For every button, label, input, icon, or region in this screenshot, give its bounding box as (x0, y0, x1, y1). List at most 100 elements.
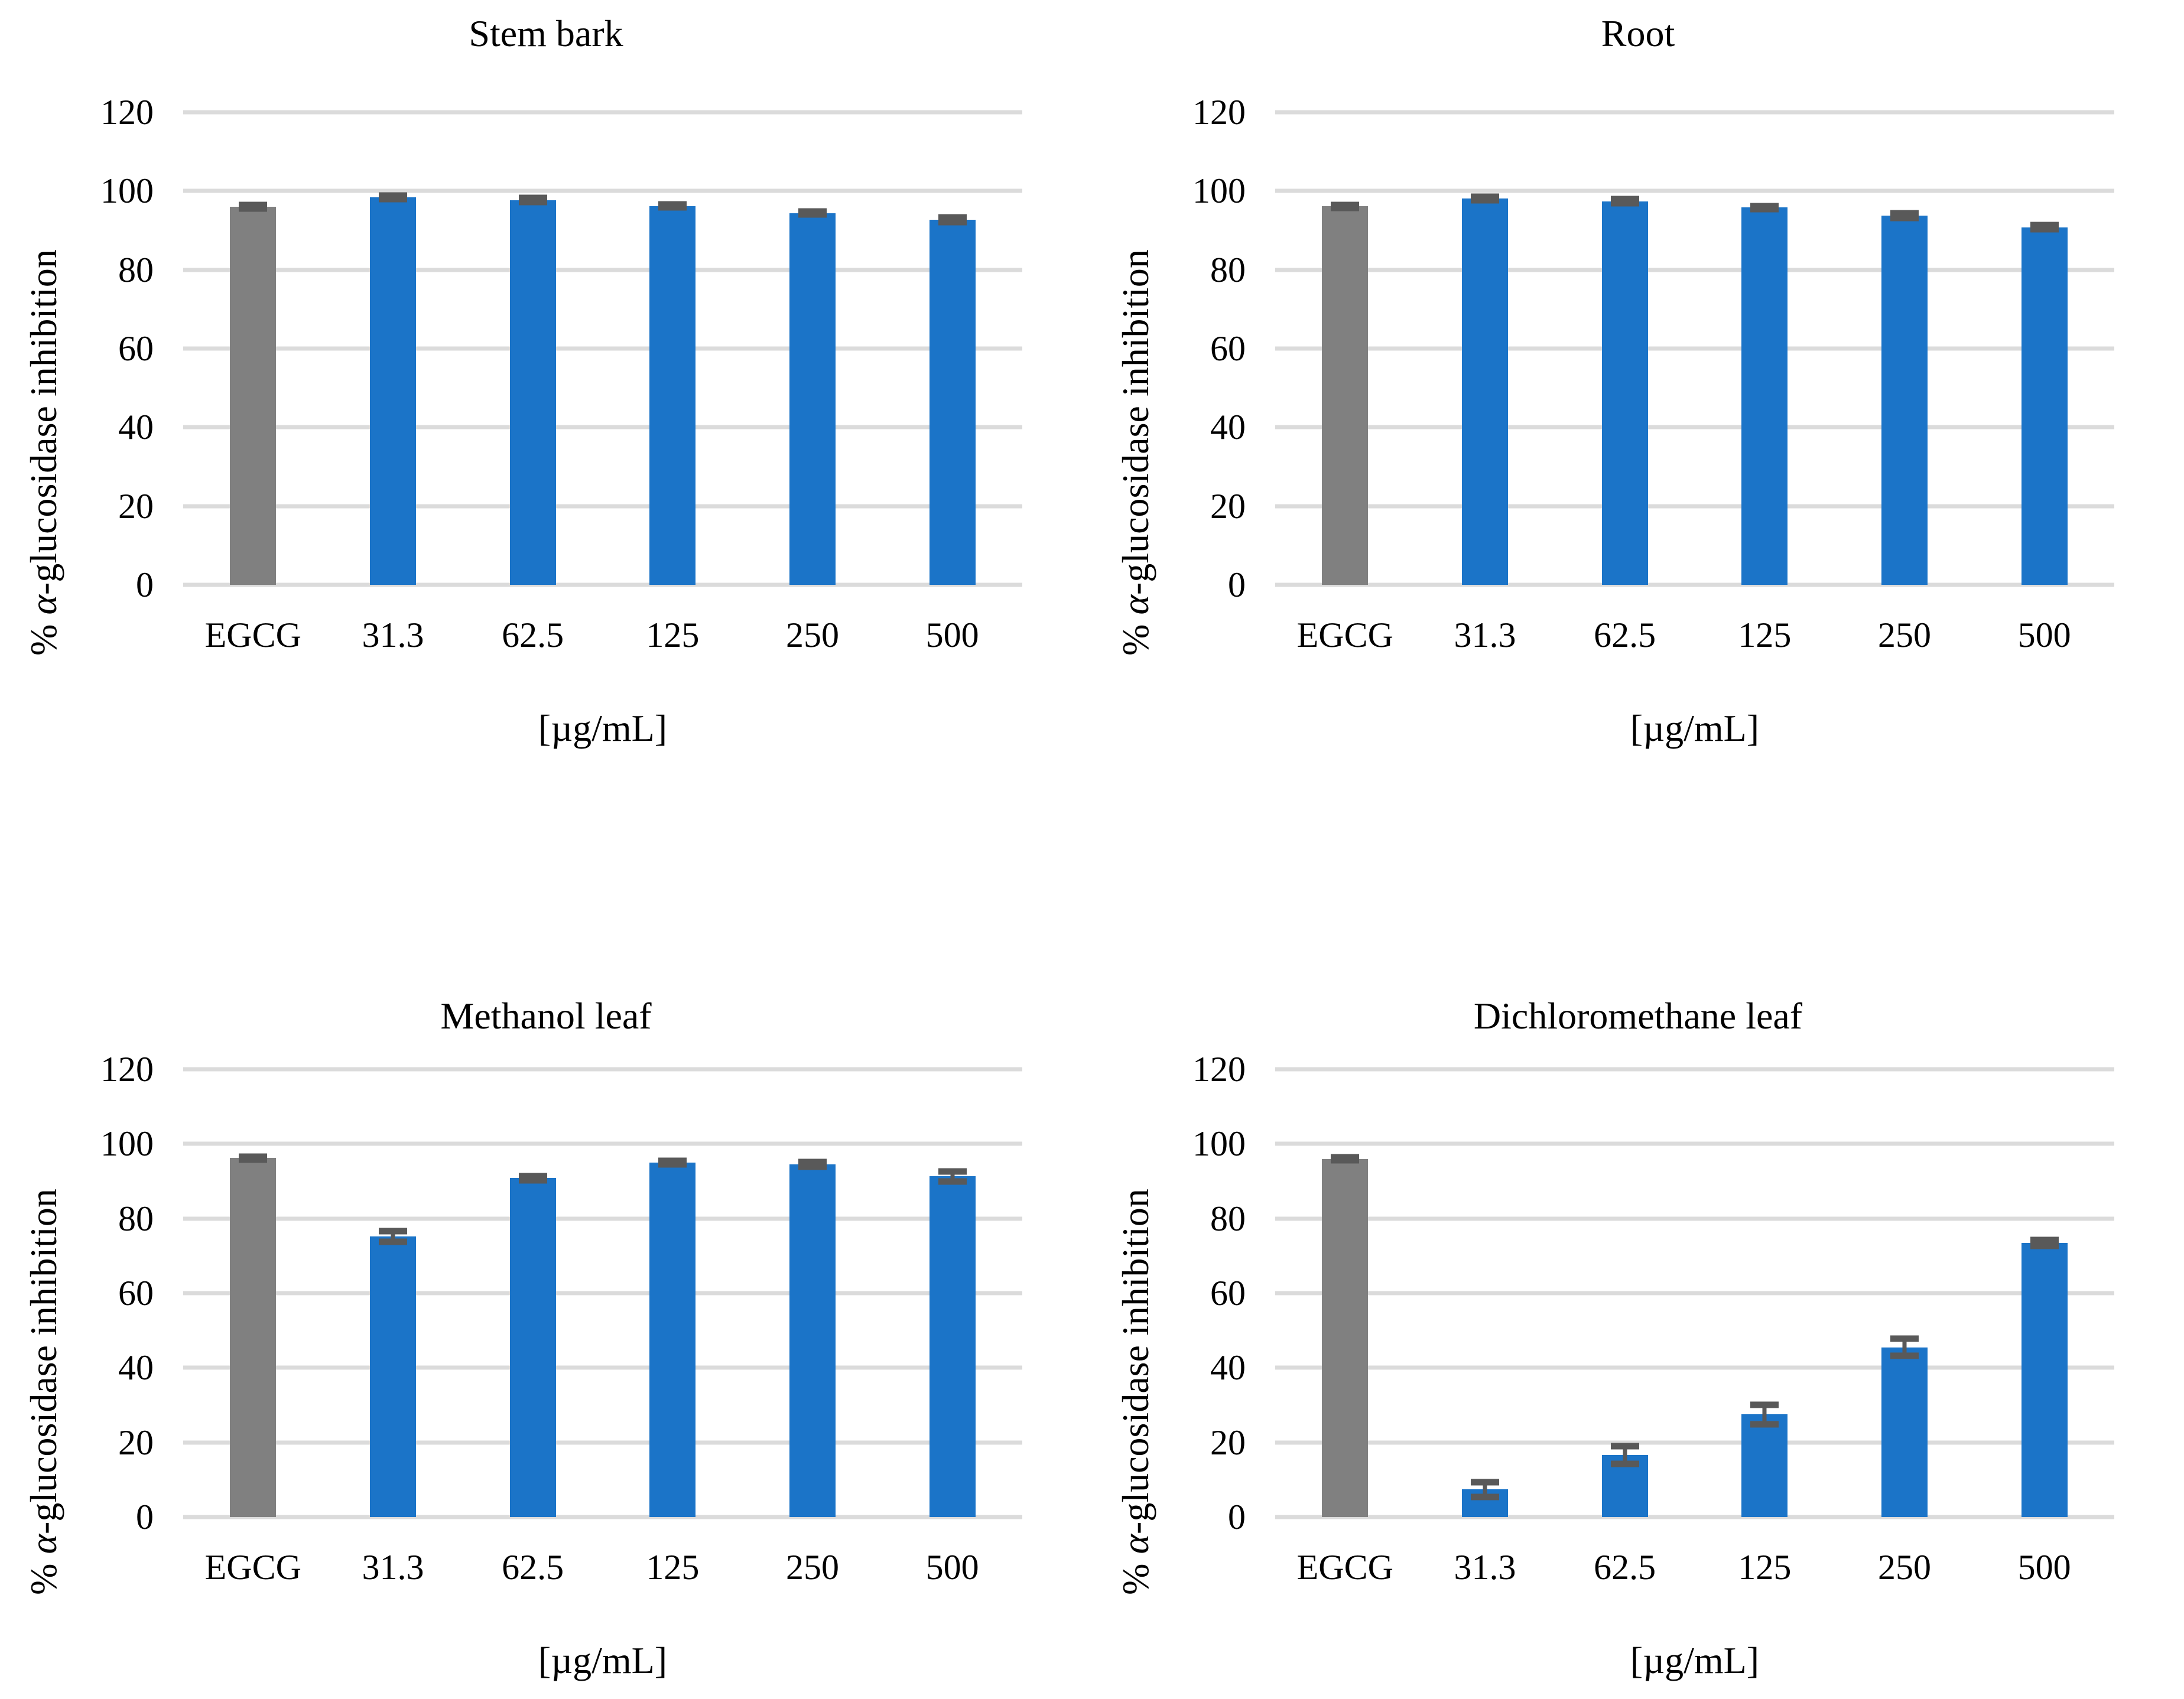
error-bar-cap-top-125 (1750, 1401, 1779, 1408)
y-tick-label-0: 0 (1228, 565, 1246, 604)
bar-125 (1741, 1414, 1788, 1517)
y-tick-label-0: 0 (136, 565, 154, 604)
category-slot-31.3: 31.3 (323, 112, 463, 655)
gridline-y100 (1275, 1141, 2114, 1146)
category-slot-250: 250 (743, 1069, 883, 1587)
error-bar-cap-top-31.3 (378, 192, 407, 199)
bar-31.3 (1461, 198, 1508, 585)
y-tick-label-100: 100 (100, 1124, 154, 1164)
y-tick-label-60: 60 (118, 1274, 154, 1313)
bar-250 (789, 213, 836, 585)
category-slot-500: 500 (1974, 112, 2114, 655)
alpha-symbol: α (22, 1534, 64, 1554)
y-axis-label-prefix: % (1114, 1554, 1156, 1595)
bar-125 (1741, 207, 1788, 585)
gridline-y120 (183, 1067, 1022, 1072)
gridline-y120 (1275, 1067, 2114, 1072)
error-bar-stem-62.5 (1623, 1446, 1627, 1464)
gridline-y80 (1275, 1216, 2114, 1221)
x-tick-label-31.3: 31.3 (1454, 1548, 1516, 1587)
category-slot-500: 500 (1974, 1069, 2114, 1587)
gridline-y20 (1275, 1440, 2114, 1445)
y-tick-label-20: 20 (1210, 1423, 1246, 1462)
bar-125 (649, 206, 696, 585)
bar-500 (2021, 227, 2068, 585)
x-tick-label-125: 125 (646, 616, 700, 655)
y-tick-label-120: 120 (1192, 93, 1246, 132)
bar-31.3 (369, 197, 416, 585)
x-tick-label-31.3: 31.3 (362, 616, 424, 655)
gridline-y40 (183, 425, 1022, 429)
gridline-y120 (1275, 110, 2114, 115)
category-slot-500: 500 (882, 1069, 1022, 1587)
chart-title: Dichloromethane leaf (1473, 995, 1803, 1037)
chart-dichloromethane-leaf: Dichloromethane leaf % α-glucosidase inh… (1092, 850, 2184, 1699)
error-bar-cap-bottom-125 (1750, 206, 1779, 213)
error-bar-cap-top-62.5 (1610, 196, 1639, 203)
category-slot-EGCG: EGCG (1275, 112, 1415, 655)
error-bar-cap-bottom-EGCG (1331, 204, 1360, 211)
bar-500 (2021, 1243, 2068, 1517)
x-tick-label-250: 250 (785, 1548, 839, 1587)
error-bar-cap-bottom-125 (658, 204, 687, 211)
error-bar-cap-bottom-125 (1750, 1421, 1779, 1428)
chart-title: Methanol leaf (440, 995, 652, 1037)
category-slot-125: 125 (1695, 112, 1835, 655)
chart-root: Root % α-glucosidase inhibition 0 20 40 60 8… (1092, 0, 2184, 850)
error-bar-cap-top-250 (798, 1158, 827, 1166)
x-axis-label: [µg/mL] (1630, 1639, 1760, 1681)
y-tick-label-80: 80 (118, 250, 154, 289)
chart-stem-bark: Stem bark % α-glucosidase inhibition 0 20… (0, 0, 1092, 850)
x-axis-label: [µg/mL] (538, 1639, 668, 1681)
category-slot-125: 125 (603, 1069, 743, 1587)
y-tick-label-120: 120 (100, 93, 154, 132)
error-bar-cap-bottom-31.3 (1470, 197, 1499, 204)
y-tick-label-60: 60 (118, 329, 154, 368)
error-bar-cap-bottom-31.3 (378, 1238, 407, 1245)
bar-250 (1881, 215, 1928, 585)
error-bar-cap-bottom-250 (1890, 214, 1919, 222)
alpha-symbol: α (1114, 1534, 1156, 1554)
gridline-y60 (1275, 1291, 2114, 1296)
x-tick-label-250: 250 (1877, 616, 1931, 655)
gridline-y20 (183, 1440, 1022, 1445)
error-bar-cap-bottom-250 (798, 211, 827, 218)
error-bar-stem-125 (1762, 1404, 1767, 1424)
category-slot-250: 250 (1835, 112, 1975, 655)
gridline-y0 (183, 582, 1022, 587)
error-bar-cap-bottom-500 (938, 1178, 967, 1184)
category-slot-EGCG: EGCG (183, 112, 323, 655)
bar-EGCG (1322, 1158, 1369, 1517)
x-tick-label-500: 500 (2017, 616, 2071, 655)
y-axis-label-box: % α-glucosidase inhibition (1088, 1096, 1183, 1687)
x-tick-label-62.5: 62.5 (1594, 616, 1656, 655)
y-axis-label-prefix: % (1114, 614, 1156, 656)
y-tick-label-80: 80 (1210, 1199, 1246, 1238)
error-bar-stem-31.3 (391, 1231, 395, 1242)
category-slot-125: 125 (603, 112, 743, 655)
error-bar-cap-top-62.5 (518, 1173, 547, 1180)
category-slot-31.3: 31.3 (1415, 1069, 1555, 1587)
error-bar-cap-top-500 (2030, 222, 2059, 229)
error-bar-cap-top-31.3 (1470, 1479, 1499, 1486)
y-axis-label-prefix: % (22, 614, 64, 656)
error-bar-cap-bottom-62.5 (1610, 200, 1639, 207)
category-slot-31.3: 31.3 (323, 1069, 463, 1587)
x-tick-label-31.3: 31.3 (362, 1548, 424, 1587)
category-slot-62.5: 62.5 (1555, 1069, 1695, 1587)
x-tick-label-62.5: 62.5 (1594, 1548, 1656, 1587)
category-slot-125: 125 (1695, 1069, 1835, 1587)
gridline-y100 (1275, 188, 2114, 193)
y-tick-label-100: 100 (100, 171, 154, 211)
bar-62.5 (509, 200, 556, 585)
bar-EGCG (1322, 206, 1369, 585)
gridline-y100 (183, 188, 1022, 193)
category-slot-250: 250 (743, 112, 883, 655)
y-tick-label-0: 0 (136, 1498, 154, 1537)
gridline-y0 (183, 1515, 1022, 1519)
plot-area: 0 20 40 60 80 100 120 EGCG 31.3 62.5 125 250 500 (100, 95, 1022, 655)
category-slot-EGCG: EGCG (1275, 1069, 1415, 1587)
error-bar-stem-250 (1902, 1339, 1907, 1356)
bar-EGCG (230, 207, 277, 585)
y-tick-label-100: 100 (1192, 171, 1246, 211)
